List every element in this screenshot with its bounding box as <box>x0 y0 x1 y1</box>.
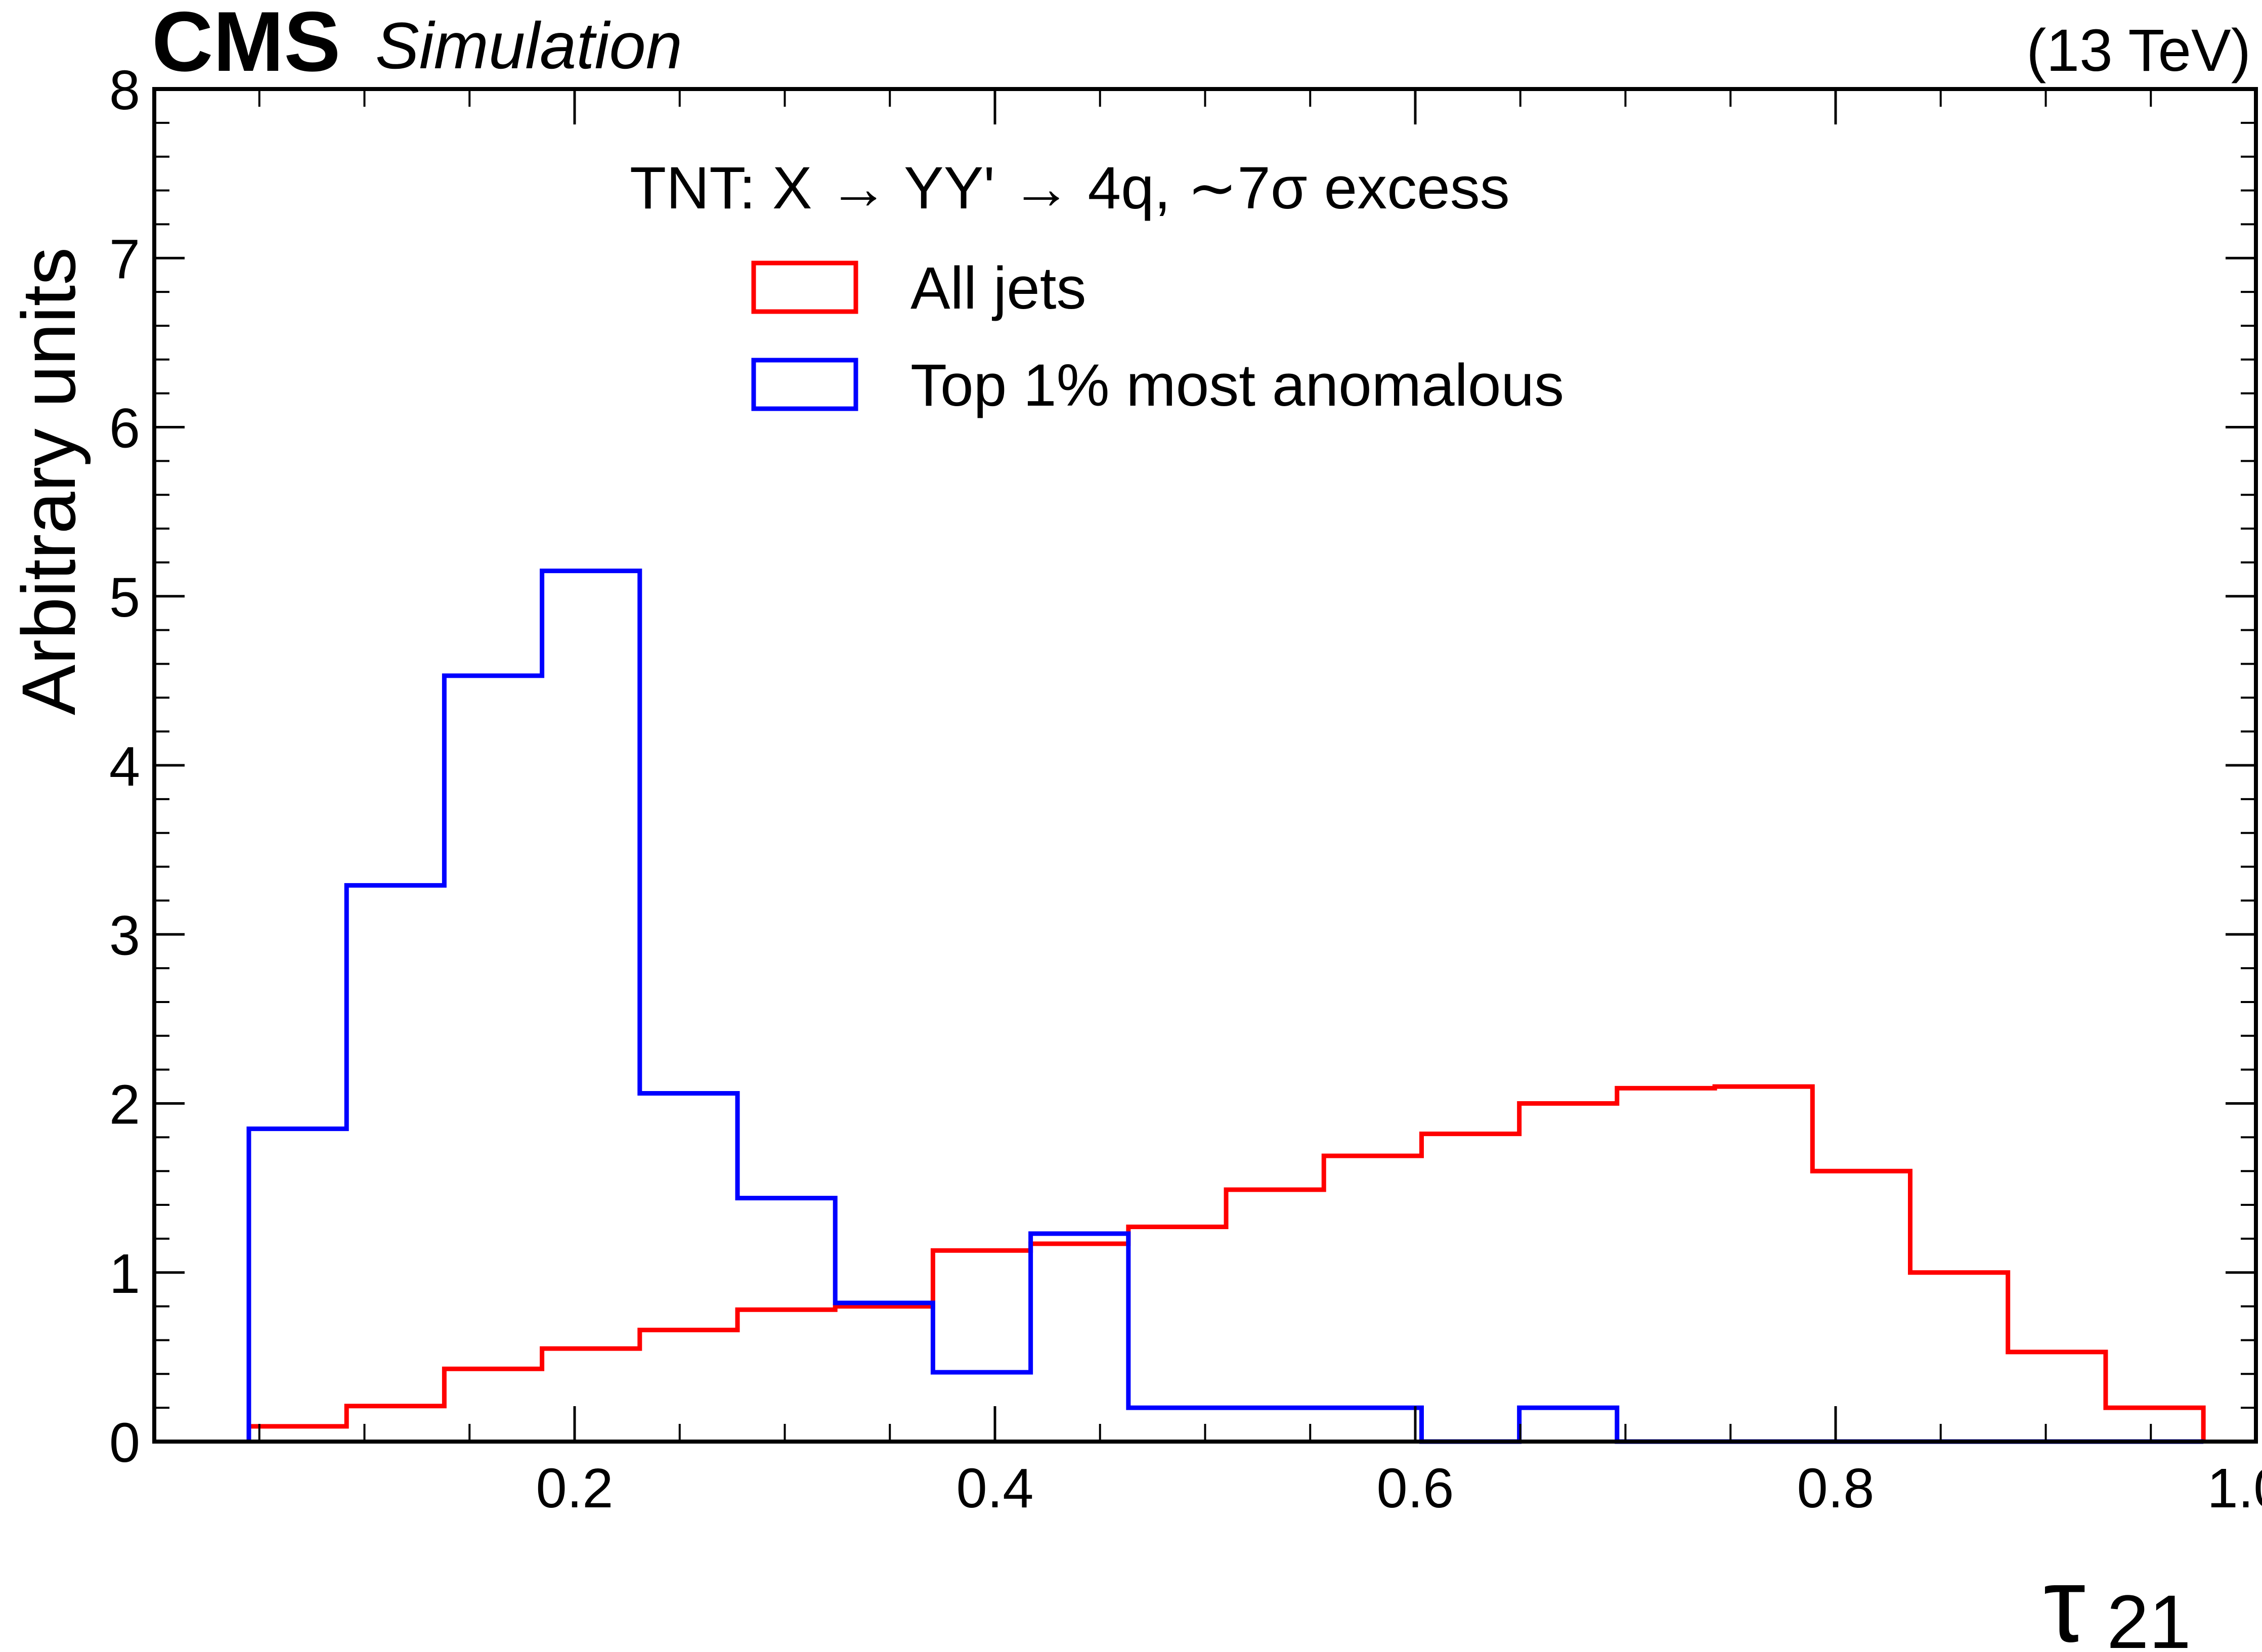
x-axis-title-subscript: 21 <box>2107 1579 2191 1652</box>
x-tick-label: 0.2 <box>536 1457 614 1519</box>
cms-label: CMS <box>152 0 340 89</box>
legend-label-2: Top 1% most anomalous <box>910 352 1564 419</box>
x-tick-label: 0.4 <box>956 1457 1034 1519</box>
legend-label-1: All jets <box>910 255 1086 322</box>
series-line-2 <box>246 569 2204 1444</box>
legend-title: TNT: X → YY' → 4q, ∼7σ excess <box>630 155 1510 222</box>
y-tick-label: 1 <box>109 1243 140 1305</box>
y-tick-label: 4 <box>109 735 140 798</box>
y-tick-label: 8 <box>109 59 140 121</box>
x-axis-title: τ <box>2043 1545 2085 1652</box>
y-tick-label: 3 <box>109 904 140 967</box>
ticks-layer: 0 1 2 3 4 5 6 7 8 0.2 0.4 0.6 0.8 1.0 <box>109 59 2262 1519</box>
x-tick-label: 0.8 <box>1797 1457 1875 1519</box>
energy-label: (13 TeV) <box>2026 17 2251 84</box>
x-tick-label: 1.0 <box>2207 1457 2262 1519</box>
x-tick-label: 0.6 <box>1377 1457 1454 1519</box>
y-tick-label: 6 <box>109 398 140 460</box>
series-line-1 <box>246 1084 2206 1442</box>
legend-swatch-1 <box>751 260 858 314</box>
y-axis-title: Arbitrary units <box>6 247 91 715</box>
legend: All jets Top 1% most anomalous <box>751 255 1564 419</box>
y-tick-label: 2 <box>109 1074 140 1136</box>
plot-frame <box>152 87 2258 1444</box>
simulation-label: Simulation <box>375 9 682 82</box>
y-tick-label: 5 <box>109 567 140 629</box>
y-tick-label: 0 <box>109 1412 140 1474</box>
y-tick-label: 7 <box>109 228 140 290</box>
series-layer <box>246 569 2206 1444</box>
legend-swatch-2 <box>751 358 858 411</box>
